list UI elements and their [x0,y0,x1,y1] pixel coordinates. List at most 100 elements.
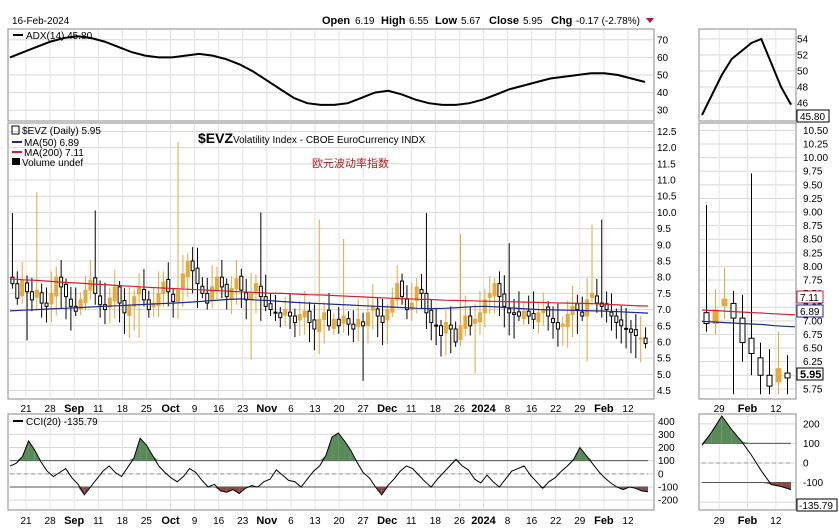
main-x-tick: 28 [45,404,57,415]
price-candle-body [638,337,643,340]
price-candle-body [443,322,448,334]
price-zoom-y-tick: 9.00 [803,208,823,219]
price-candle-body [414,286,419,302]
price-candle-body [98,295,103,306]
ma200-line [9,278,649,307]
main-x-tick: 27 [358,404,370,415]
price-candle-body [370,305,375,311]
cci-last-badge-text: -135.79 [799,501,833,512]
price-candle-body [25,282,30,293]
price-zoom-candle-body [766,374,773,387]
main-x-tick: 8 [505,404,511,415]
chart-description: Volatility Index - CBOE EuroCurrency IND… [233,135,426,146]
cci-zoom-oversold-fill [761,482,772,485]
header-low-label: Low [435,15,457,27]
main-x-tick: 2024 [471,515,496,527]
main-x-tick: 23 [237,404,249,415]
main-x-tick: 13 [309,404,321,415]
header-open-label: Open [322,15,350,27]
header-close-value: 5.95 [523,16,543,27]
cci-oversold-fill [641,486,648,492]
price-candle-body [268,303,273,311]
price-y-tick: 6.0 [657,337,671,348]
price-candle-body [210,286,215,302]
price-candle-body [185,260,190,278]
adx-last-badge-text: 45.80 [800,112,825,123]
adx-panel-frame [7,28,655,122]
price-zoom-y-tick: 9.25 [803,194,823,205]
change-down-marker [646,18,654,23]
price-candle-body [580,311,585,317]
price-candle-body [49,292,54,305]
ma50-badge: 6.89 [796,304,824,318]
close-badge: 5.95 [796,367,824,381]
price-candle-body [176,289,181,302]
price-candle-body [249,292,254,301]
price-y-tick: 9.0 [657,240,671,251]
price-candle-body [132,296,137,307]
ma50-legend-label: MA(50) 6.89 [24,138,79,149]
price-candle-body [628,328,633,333]
price-y-tick: 5.5 [657,354,671,365]
price-y-tick: 11.5 [657,159,676,170]
main-x-tick: 2024 [471,403,496,415]
price-candle-body [463,315,468,329]
header-close-label: Close [489,15,519,27]
price-candle-body [390,299,395,313]
price-candle-body [122,300,127,314]
price-zoom-candle-body [703,312,710,325]
main-x-tick: 25 [141,404,153,415]
cci-y-tick: 0 [658,469,664,480]
main-x-tick: Sep [64,515,84,527]
price-zoom-y-tick: 10.50 [803,126,828,137]
price-candle-body [263,296,268,307]
price-zoom-y-tick: 8.75 [803,221,823,232]
main-x-tick: 12 [622,404,634,415]
price-candle-body [331,318,336,329]
price-candle-body [112,286,117,302]
volume-legend-label: Volume undef [22,158,83,169]
price-zoom-candle-body [712,309,719,325]
price-candle-body [273,311,278,314]
cci-overbought-fill [332,433,339,461]
cci-overbought-fill [319,455,326,461]
cci-y-tick: 200 [658,443,675,454]
main-x-tick: 28 [45,516,57,527]
main-x-tick: 11 [406,404,417,415]
cci-zoom-oversold-fill [781,482,791,490]
symbol-legend-label: $EVZ (Daily) 5.95 [22,126,101,137]
main-x-tick: 20 [333,516,345,527]
price-candle-body [633,329,638,336]
price-candle-body [137,286,142,295]
price-candle-body [258,285,263,298]
cci-last-badge: -135.79 [796,498,838,512]
price-candle-body [20,279,25,297]
header-high-value: 6.55 [409,16,429,27]
price-zoom-y-tick: 9.50 [803,180,823,191]
price-zoom-candle-body [721,298,728,307]
price-candle-body [341,315,346,324]
adx-y-tick: 60 [657,53,669,64]
main-x-tick: Oct [161,403,180,415]
price-candle-body [385,309,390,321]
main-x-tick: 20 [333,404,345,415]
main-x-tick: 26 [454,516,466,527]
price-candle-body [594,295,599,304]
price-candle-body [585,299,590,317]
price-candle-body [151,302,156,308]
price-candle-body [312,319,317,330]
price-candle-body [551,318,556,324]
main-x-tick: 16 [526,404,538,415]
main-x-tick: 29 [574,516,586,527]
price-candle-body [102,304,107,311]
price-candle-body [487,292,492,298]
price-y-tick: 12.5 [657,127,677,138]
price-zoom-y-tick: 6.25 [803,357,823,368]
price-candle-body [536,312,541,323]
cci-y-tick: -200 [658,496,678,507]
cci-overbought-fill [344,440,351,461]
ma200-badge-text: 7.11 [800,293,819,304]
header-date: 16-Feb-2024 [12,16,70,27]
main-x-tick: 23 [237,516,249,527]
price-zoom-y-tick: 7.00 [803,316,823,327]
